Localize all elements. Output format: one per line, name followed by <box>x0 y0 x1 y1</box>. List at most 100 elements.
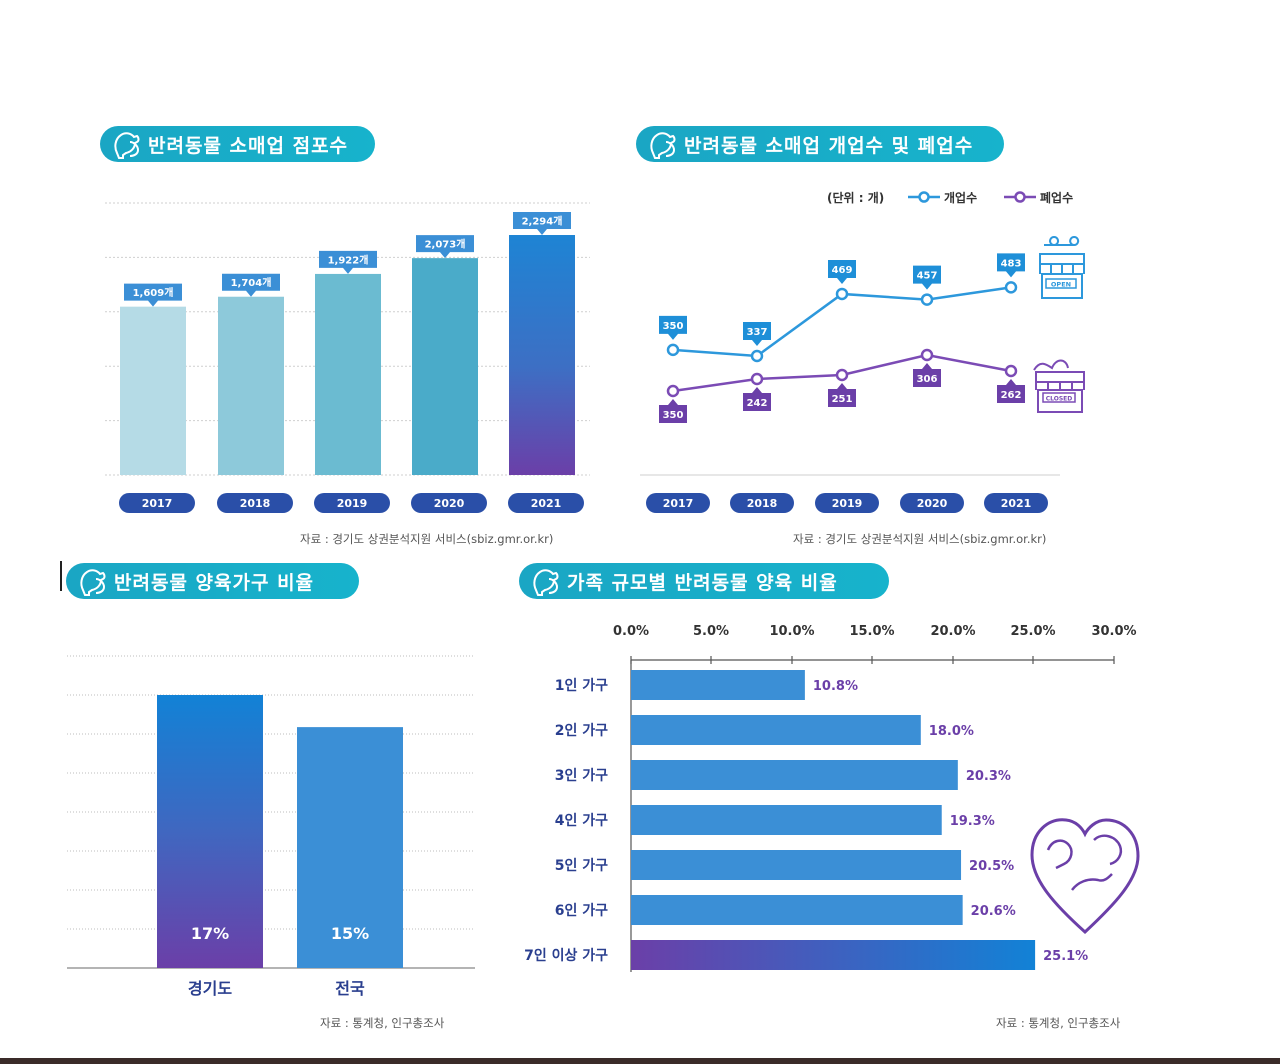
open-close-legend: (단위 : 개) 개업수 폐업수 <box>827 190 1073 205</box>
family-size-chart: 0.0% 5.0% 10.0% 15.0% 20.0% 25.0% 30.0% 1인 가구 10… <box>524 624 1137 972</box>
category-label: 4인 가구 <box>555 812 608 829</box>
year-badge <box>815 493 879 513</box>
year-badge-label: 2018 <box>747 497 778 510</box>
bar <box>120 306 186 475</box>
bar <box>631 760 958 790</box>
bar <box>412 258 478 475</box>
bar <box>631 940 1036 970</box>
open-point <box>920 293 934 306</box>
households-source: 자료 : 통계청, 인구총조사 <box>320 1016 445 1030</box>
category-label: 7인 이상 가구 <box>524 947 608 964</box>
stores-source: 자료 : 경기도 상권분석지원 서비스(sbiz.gmr.or.kr) <box>300 532 554 546</box>
stores-title: 반려동물 소매업 점포수 <box>148 134 349 157</box>
year-badge-label: 2017 <box>142 497 173 510</box>
close-point <box>920 348 934 362</box>
open-close-title-pill: 반려동물 소매업 개업수 및 폐업수 <box>636 126 1004 162</box>
open-store-icon: OPEN <box>1039 236 1085 299</box>
close-point <box>750 372 764 386</box>
family-size-source: 자료 : 통계청, 인구총조사 <box>996 1016 1121 1030</box>
heart-pets-icon <box>1030 818 1140 935</box>
data-label-bubble <box>124 283 182 307</box>
open-point <box>666 343 680 357</box>
bar <box>315 273 381 475</box>
data-label: 1,922개 <box>328 253 369 266</box>
open-value-label-bubble <box>743 322 771 346</box>
closed-sign-text: CLOSED <box>1046 396 1073 403</box>
bar <box>509 235 575 475</box>
open-value-label-bubble <box>913 265 941 290</box>
category-label: 3인 가구 <box>555 767 608 784</box>
family-size-title-pill: 가족 규모별 반려동물 양육 비율 <box>519 563 889 599</box>
category-label: 6인 가구 <box>555 902 608 919</box>
legend-open-label: 개업수 <box>944 191 977 205</box>
legend-close-marker <box>1014 191 1026 203</box>
close-value-label-bubble <box>913 363 941 387</box>
bar-value-label: 15% <box>331 924 369 943</box>
pet-icon <box>114 132 140 159</box>
data-label-bubble <box>513 212 571 236</box>
data-label: 1,609개 <box>133 286 174 299</box>
data-label: 1,704개 <box>231 276 272 289</box>
bar-value-label: 20.3% <box>966 769 1011 784</box>
close-value-label: 350 <box>663 410 684 421</box>
open-close-title: 반려동물 소매업 개업수 및 폐업수 <box>684 134 974 157</box>
bar-value-label: 20.5% <box>969 859 1014 874</box>
year-badge-label: 2018 <box>240 497 271 510</box>
year-badge-label: 2019 <box>832 497 863 510</box>
open-value-label: 337 <box>747 327 768 338</box>
year-badge <box>119 493 195 513</box>
bar <box>631 850 962 880</box>
bar-value-label: 10.8% <box>813 679 858 694</box>
x-tick-label: 25.0% <box>1010 624 1055 639</box>
year-badge <box>900 493 964 513</box>
year-badge-label: 2021 <box>531 497 562 510</box>
data-label-bubble <box>416 235 474 259</box>
close-point <box>666 384 680 398</box>
bar <box>297 727 403 968</box>
bar-value-label: 19.3% <box>950 814 995 829</box>
bar <box>631 805 942 835</box>
window-bottom-edge <box>0 1058 1280 1064</box>
open-value-label: 457 <box>917 271 938 282</box>
open-point <box>1004 281 1018 294</box>
x-tick-label: 30.0% <box>1091 624 1136 639</box>
households-chart: 17% 경기도 15% 전국 <box>67 655 475 998</box>
year-badge-label: 2019 <box>337 497 368 510</box>
legend-open-marker <box>918 191 930 203</box>
pet-icon <box>80 569 106 596</box>
year-badge <box>217 493 293 513</box>
family-size-title: 가족 규모별 반려동물 양육 비율 <box>567 571 838 594</box>
close-value-label: 262 <box>1001 390 1022 401</box>
open-value-label: 350 <box>663 321 684 332</box>
legend-close-label: 폐업수 <box>1040 190 1073 205</box>
stores-title-pill: 반려동물 소매업 점포수 <box>100 126 375 162</box>
year-badge <box>314 493 390 513</box>
open-value-label-bubble <box>828 259 856 284</box>
open-sign-text: OPEN <box>1051 281 1071 289</box>
category-label: 2인 가구 <box>555 722 608 739</box>
year-badge-label: 2021 <box>1001 497 1032 510</box>
unit-label: (단위 : 개) <box>827 190 884 205</box>
close-point <box>1004 364 1018 378</box>
bar-value-label: 17% <box>191 924 229 943</box>
data-label: 2,294개 <box>522 215 563 228</box>
year-badge-label: 2020 <box>434 497 465 510</box>
data-label-bubble <box>222 273 280 297</box>
open-close-chart: 350 337 469 457 483 350 242 251 306 262 2017 2018 20… <box>640 253 1060 513</box>
text-cursor <box>60 561 62 591</box>
close-value-label: 251 <box>832 394 853 405</box>
bar <box>631 670 805 700</box>
closed-store-icon: CLOSED <box>1033 359 1085 413</box>
open-close-source: 자료 : 경기도 상권분석지원 서비스(sbiz.gmr.or.kr) <box>793 532 1047 546</box>
open-value-label-bubble <box>997 253 1025 278</box>
bar <box>157 695 263 968</box>
close-value-label-bubble <box>659 399 687 423</box>
bar-value-label: 25.1% <box>1043 949 1088 964</box>
pet-icon <box>533 569 559 596</box>
households-title-pill: 반려동물 양육가구 비율 <box>66 563 359 599</box>
data-label: 2,073개 <box>425 238 466 251</box>
year-badge <box>646 493 710 513</box>
open-value-label: 469 <box>832 265 853 276</box>
category-label: 경기도 <box>188 979 232 998</box>
open-value-label-bubble <box>659 315 687 340</box>
